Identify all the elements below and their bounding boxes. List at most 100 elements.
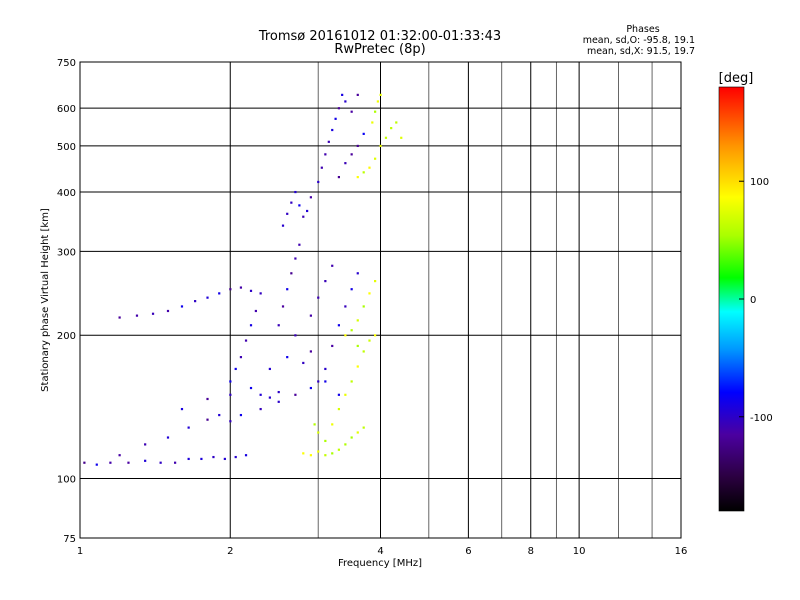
data-point (166, 309, 170, 313)
y-tick-label: 100 (57, 475, 76, 486)
data-point (109, 461, 112, 464)
data-point (194, 300, 197, 303)
data-point (212, 455, 215, 459)
x-tick-label: 1 (77, 546, 83, 557)
data-point (317, 450, 320, 453)
data-point (344, 162, 347, 165)
data-point (400, 136, 403, 139)
data-point (277, 400, 280, 403)
chart-title: Tromsø 20161012 01:32:00-01:33:43 (258, 29, 501, 44)
data-point (337, 175, 341, 179)
data-point (259, 393, 262, 396)
data-point (376, 100, 379, 103)
data-point (95, 463, 98, 466)
data-point (344, 334, 347, 337)
y-tick-label: 200 (57, 331, 76, 342)
colorbar-label: [deg] (719, 71, 754, 86)
data-point (337, 407, 341, 411)
data-point (324, 367, 327, 371)
data-point (118, 454, 121, 457)
data-point (309, 386, 312, 390)
data-point (306, 209, 309, 213)
data-point (180, 407, 184, 411)
data-point (356, 144, 359, 148)
y-tick-label: 600 (57, 104, 76, 115)
y-tick-label: 400 (57, 188, 76, 199)
data-point (344, 305, 347, 308)
data-point (206, 418, 209, 421)
chart-subtitle: RwPretec (8p) (334, 42, 425, 57)
data-point (234, 455, 237, 459)
data-point (277, 390, 280, 394)
data-point (324, 153, 327, 156)
phases-heading: Phases (626, 24, 659, 35)
data-point (368, 292, 371, 295)
y-tick-label: 300 (57, 247, 76, 258)
data-point (374, 157, 377, 160)
data-point (290, 201, 293, 204)
data-point (362, 426, 365, 429)
data-point (368, 339, 371, 342)
data-point (344, 393, 347, 396)
data-point (374, 334, 377, 337)
scatter-points (83, 93, 403, 466)
data-point (302, 452, 305, 455)
data-point (356, 93, 359, 96)
y-axis-label: Stationary phase Virtual Height [km] (40, 208, 51, 392)
data-point (302, 361, 305, 365)
data-point (286, 288, 289, 291)
phases-x-line: mean, sd,X: 91.5, 19.7 (587, 46, 695, 57)
x-tick-label: 4 (377, 546, 383, 557)
axis-ticks: 1 2 4 6 8 10 16 75 100 200 300 400 500 600 750 (57, 58, 687, 557)
data-point (350, 153, 353, 156)
data-point (350, 436, 353, 439)
x-tick-label: 2 (227, 546, 233, 557)
data-point (331, 128, 334, 132)
data-point (294, 190, 297, 194)
data-point (350, 329, 353, 332)
phases-o-line: mean, sd,O: -95.8, 19.1 (583, 35, 695, 46)
data-point (229, 420, 232, 423)
data-point (356, 344, 359, 348)
data-point (309, 196, 312, 199)
data-point (294, 393, 297, 396)
data-point (218, 413, 221, 417)
data-point (337, 393, 341, 396)
data-point (281, 224, 285, 227)
data-point (337, 324, 341, 327)
data-point (309, 454, 312, 457)
data-point (229, 288, 232, 291)
data-point (334, 117, 337, 120)
data-point (249, 386, 253, 390)
y-tick-label: 750 (57, 58, 76, 69)
data-point (320, 166, 323, 169)
data-point (118, 316, 121, 319)
data-point (331, 423, 334, 426)
data-point (356, 175, 359, 179)
data-point (259, 292, 262, 295)
data-point (234, 367, 237, 371)
data-point (356, 319, 359, 322)
data-point (290, 272, 293, 275)
data-point (218, 292, 221, 295)
x-tick-label: 10 (573, 546, 586, 557)
data-point (187, 457, 190, 461)
data-point (229, 393, 232, 396)
data-point (350, 110, 353, 113)
data-point (350, 288, 353, 291)
colorbar-tick-label: -100 (750, 413, 773, 424)
data-point (324, 439, 327, 443)
data-point (277, 324, 280, 327)
data-point (337, 448, 341, 451)
data-point (294, 334, 297, 337)
colorbar-tick-label: 100 (750, 177, 769, 188)
data-point (180, 305, 184, 308)
data-point (144, 443, 147, 446)
data-point (362, 350, 365, 353)
data-point (259, 407, 262, 411)
data-point (374, 280, 377, 283)
colorbar-tick-label: 0 (750, 295, 756, 306)
data-point (206, 296, 209, 299)
data-point (239, 356, 243, 359)
